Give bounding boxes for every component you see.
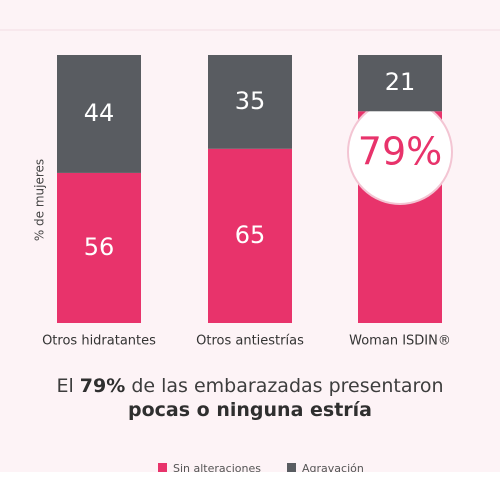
bar-segment [57,55,141,173]
value-label: 44 [84,99,115,127]
caption-text: de las embarazadas presentaron [131,375,444,397]
bottom-cutoff [0,472,500,500]
legend-label: Sin alteraciones [173,462,261,475]
bar-segment [358,55,442,112]
caption-text: El [56,375,74,397]
legend-swatch [158,463,167,472]
y-axis-label: % de mujeres [33,159,47,241]
x-tick-label: Woman ISDIN® [349,334,451,349]
x-tick-label: Otros hidratantes [42,334,156,349]
legend-label: Agravación [302,462,364,475]
value-label: 21 [385,68,416,96]
bar-segment [57,172,141,323]
legend-swatch [287,463,296,472]
bar-segment [208,55,292,149]
caption-highlight: pocas o ninguna estría [128,399,372,421]
value-label: 56 [84,233,115,261]
value-label: 65 [235,221,266,249]
value-label: 35 [235,87,266,115]
x-tick-label: Otros antiestrías [196,334,304,349]
caption: El 79% de las embarazadas presentaron po… [0,374,500,422]
bar-segment [208,148,292,323]
caption-highlight: 79% [79,375,126,397]
value-label: 79% [358,130,442,174]
